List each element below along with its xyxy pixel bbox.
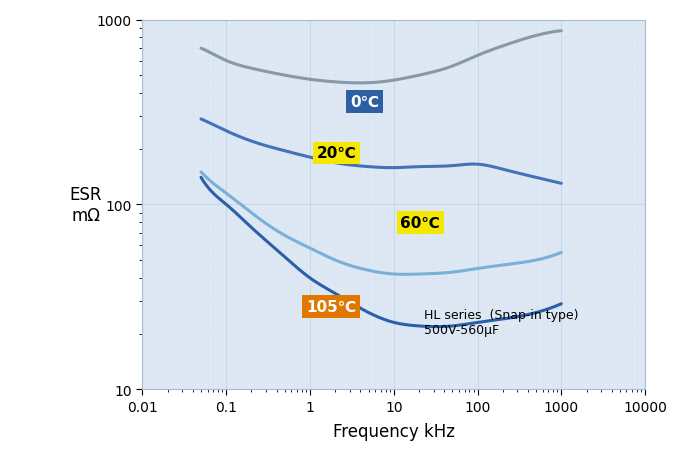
Text: 0℃: 0℃ xyxy=(350,95,379,110)
Text: 105℃: 105℃ xyxy=(306,299,357,314)
Y-axis label: ESR
mΩ: ESR mΩ xyxy=(70,186,102,224)
X-axis label: Frequency kHz: Frequency kHz xyxy=(333,422,455,440)
Text: HL series  (Snap-in type)
500V-560μF: HL series (Snap-in type) 500V-560μF xyxy=(424,308,578,336)
Text: 20℃: 20℃ xyxy=(316,146,357,161)
Text: 60℃: 60℃ xyxy=(400,215,441,230)
